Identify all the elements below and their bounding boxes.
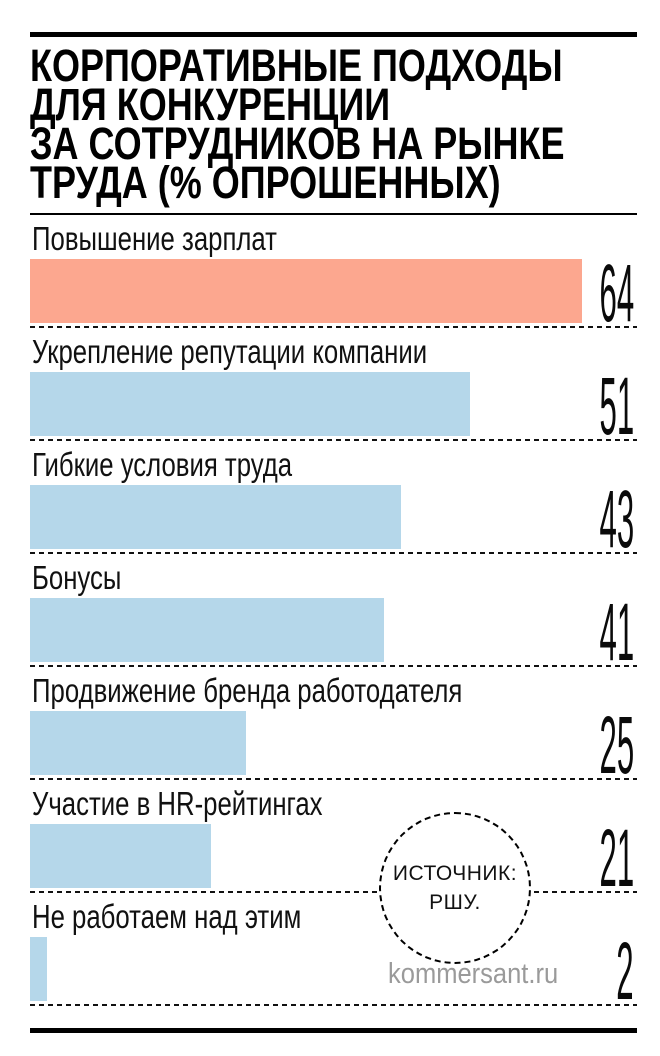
bar-label: Укрепление репутации компании <box>32 333 428 370</box>
bar <box>30 711 246 775</box>
watermark-kommersant: kommersant.ru <box>388 958 559 990</box>
bar-value: 51 <box>599 361 634 452</box>
dashed-rule <box>30 891 637 893</box>
chart-title-line: ТРУДА (% ОПРОШЕННЫХ) <box>30 157 501 208</box>
content-column: КОРПОРАТИВНЫЕ ПОДХОДЫ ДЛЯ КОНКУРЕНЦИИ ЗА… <box>30 0 637 1033</box>
bar-label: Продвижение бренда работодателя <box>32 672 463 709</box>
source-label: ИСТОЧНИК: <box>392 862 518 885</box>
dashed-rule <box>30 778 637 780</box>
bar-value: 64 <box>599 248 634 339</box>
bar-label: Повышение зарплат <box>32 220 277 257</box>
bar-label: Участие в HR-рейтингах <box>32 785 323 822</box>
bar <box>30 937 47 1001</box>
chart-row: Повышение зарплат 64 <box>30 215 637 339</box>
chart-rows: Повышение зарплат 64 Укрепление репутации … <box>30 215 637 1017</box>
title-divider-rule <box>30 213 637 215</box>
dashed-rule <box>30 439 637 441</box>
bar-value: 25 <box>599 700 634 791</box>
chart-row: Продвижение бренда работодателя 25 <box>30 667 637 791</box>
chart-title: КОРПОРАТИВНЫЕ ПОДХОДЫ ДЛЯ КОНКУРЕНЦИИ ЗА… <box>30 40 660 208</box>
dashed-rule <box>30 665 637 667</box>
bar <box>30 824 211 888</box>
chart-title-line: КОРПОРАТИВНЫЕ ПОДХОДЫ <box>30 40 563 91</box>
bar-value: 21 <box>599 813 634 904</box>
source-name: РШУ. <box>429 891 481 914</box>
bottom-rule <box>30 1028 637 1033</box>
dashed-rule <box>30 1004 637 1006</box>
bar <box>30 372 470 436</box>
bar-label: Гибкие условия труда <box>32 446 293 483</box>
chart-title-line: ДЛЯ КОНКУРЕНЦИИ <box>30 79 391 130</box>
dashed-rule <box>30 552 637 554</box>
chart-row: Укрепление репутации компании 51 <box>30 328 637 452</box>
bar-label: Не работаем над этим <box>32 898 302 935</box>
bar <box>30 485 401 549</box>
chart-row: Бонусы 41 <box>30 554 637 678</box>
source-badge: ИСТОЧНИК: РШУ. <box>379 812 531 964</box>
chart-row: Гибкие условия труда 43 <box>30 441 637 565</box>
bar-label: Бонусы <box>32 559 122 596</box>
chart-title-line: ЗА СОТРУДНИКОВ НА РЫНКЕ <box>30 118 565 169</box>
top-rule <box>30 32 637 37</box>
bar-value: 41 <box>599 587 634 678</box>
chart-row: Участие в HR-рейтингах 21 <box>30 780 637 904</box>
chart-row: Не работаем над этим 2 <box>30 893 637 1017</box>
bar-value: 43 <box>599 474 634 565</box>
bar <box>30 598 384 662</box>
dashed-rule <box>30 326 637 328</box>
bar-value: 2 <box>616 926 634 1017</box>
bar <box>30 259 582 323</box>
